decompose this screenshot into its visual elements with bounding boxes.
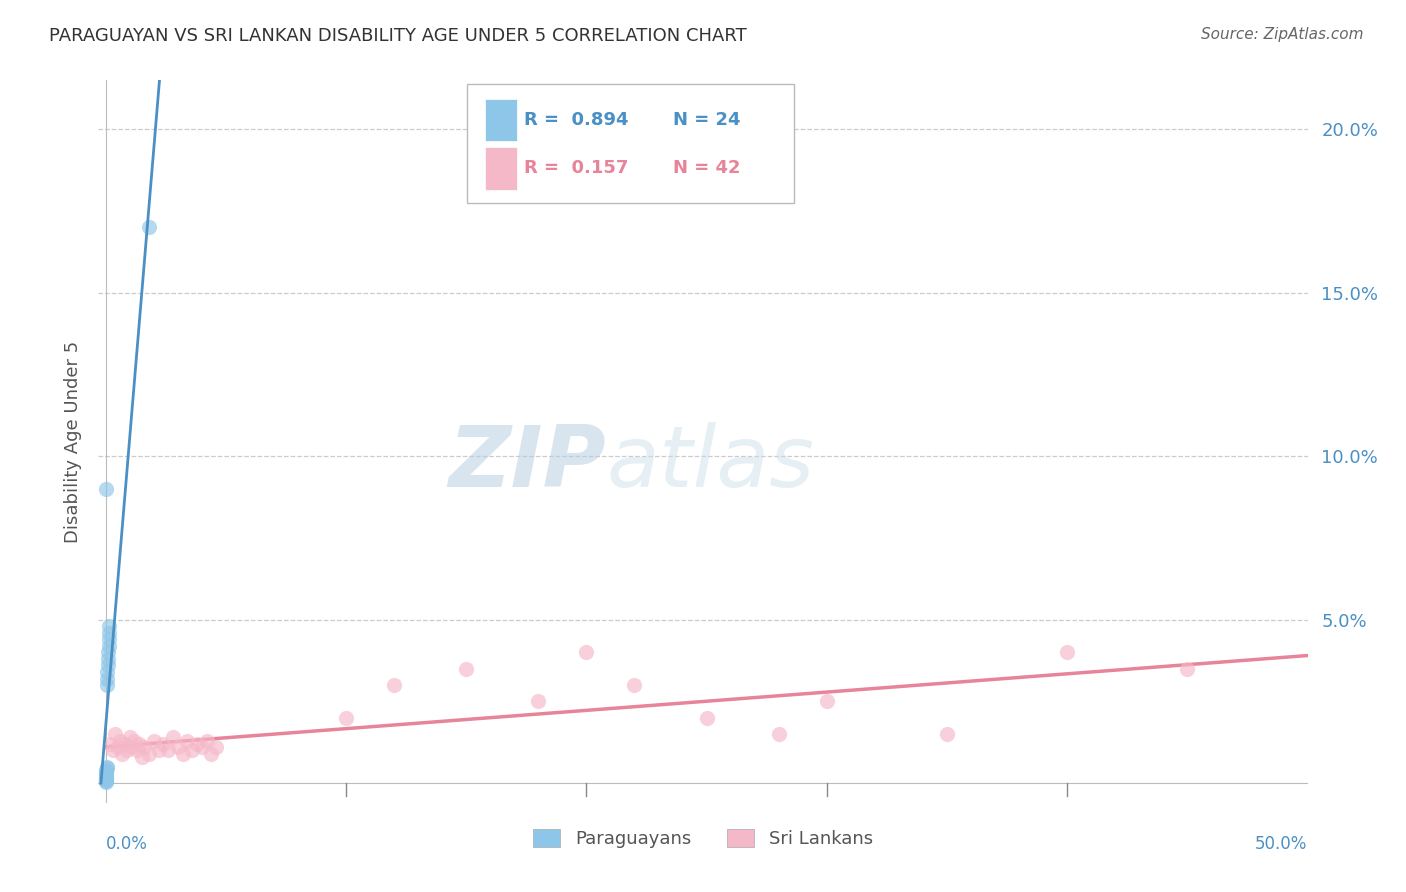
Point [335, 711, 357, 725]
Point [97, 645, 120, 659]
Point [96, 763, 118, 777]
Point [118, 731, 141, 745]
Point [132, 740, 155, 755]
Text: Source: ZipAtlas.com: Source: ZipAtlas.com [1201, 27, 1364, 42]
Point [97, 639, 120, 653]
Y-axis label: Disability Age Under 5: Disability Age Under 5 [63, 341, 82, 542]
Point [195, 733, 218, 747]
Point [162, 731, 184, 745]
Point [98, 619, 121, 633]
Point [98, 625, 121, 640]
Point [107, 740, 129, 755]
Point [815, 694, 838, 708]
Point [181, 743, 204, 757]
Point [124, 733, 146, 747]
Point [623, 678, 645, 692]
Point [186, 737, 208, 751]
Point [94, 768, 117, 782]
Point [200, 747, 222, 761]
Point [128, 737, 150, 751]
Point [117, 743, 139, 757]
Point [104, 727, 127, 741]
Point [94, 766, 117, 780]
Point [138, 747, 160, 761]
Point [527, 694, 550, 708]
FancyBboxPatch shape [467, 84, 793, 203]
Point [96, 764, 118, 779]
Point [382, 678, 405, 692]
Point [696, 711, 718, 725]
Text: atlas: atlas [606, 422, 814, 505]
Point [575, 645, 598, 659]
Point [94, 772, 117, 786]
Point [94, 772, 117, 787]
Text: ZIP: ZIP [449, 422, 606, 505]
FancyBboxPatch shape [485, 99, 517, 141]
Text: 50.0%: 50.0% [1256, 836, 1308, 854]
Point [1056, 645, 1078, 659]
Legend: Paraguayans, Sri Lankans: Paraguayans, Sri Lankans [526, 822, 880, 855]
Point [94, 773, 117, 788]
Point [152, 737, 174, 751]
Point [176, 733, 198, 747]
Text: R =  0.894: R = 0.894 [524, 111, 628, 129]
Point [148, 743, 170, 757]
Point [94, 772, 117, 787]
Point [125, 743, 148, 757]
Text: N = 42: N = 42 [672, 160, 741, 178]
Point [1177, 662, 1199, 676]
Point [121, 740, 143, 755]
Point [131, 750, 153, 764]
Point [108, 733, 131, 747]
FancyBboxPatch shape [485, 147, 517, 190]
Point [94, 774, 117, 789]
Point [96, 678, 118, 692]
Point [936, 727, 959, 741]
Point [768, 727, 790, 741]
Point [96, 665, 118, 679]
Point [114, 737, 136, 751]
Point [96, 672, 118, 686]
Point [96, 658, 118, 673]
Point [191, 740, 214, 755]
Point [142, 733, 165, 747]
Text: R =  0.157: R = 0.157 [524, 160, 628, 178]
Point [97, 632, 120, 647]
Point [96, 762, 118, 776]
Point [166, 740, 188, 755]
Point [205, 740, 228, 755]
Point [111, 747, 134, 761]
Point [172, 747, 194, 761]
Text: N = 24: N = 24 [672, 111, 741, 129]
Text: 0.0%: 0.0% [105, 836, 148, 854]
Point [96, 760, 118, 774]
Point [94, 770, 117, 784]
Point [138, 220, 160, 235]
Point [456, 662, 478, 676]
Point [101, 743, 124, 757]
Point [157, 743, 180, 757]
Point [94, 482, 117, 496]
Point [100, 737, 122, 751]
Point [97, 652, 120, 666]
Text: PARAGUAYAN VS SRI LANKAN DISABILITY AGE UNDER 5 CORRELATION CHART: PARAGUAYAN VS SRI LANKAN DISABILITY AGE … [49, 27, 747, 45]
